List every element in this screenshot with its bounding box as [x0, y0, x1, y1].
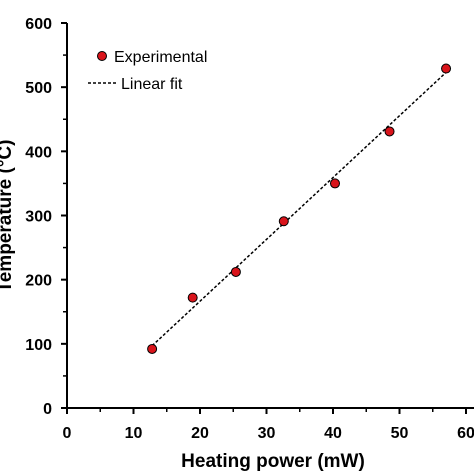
data-point: [230, 266, 241, 277]
y-tick-label: 500: [25, 80, 52, 97]
data-point: [187, 292, 198, 303]
x-axis-title: Heating power (mW): [181, 451, 365, 472]
axes: 0 10 20 30 40 50 60 0 100 200 300 400 500 600: [25, 16, 474, 442]
y-tick-label: 200: [25, 273, 52, 290]
data-point: [384, 126, 395, 137]
fit-line-layer: [151, 71, 447, 347]
points-layer: [147, 63, 452, 354]
x-tick-label: 30: [258, 425, 276, 442]
x-tick-label: 60: [457, 425, 474, 442]
y-axis-title: Temperature (°C): [0, 140, 16, 293]
legend: Experimental Linear fit: [88, 49, 207, 93]
y-tick-label: 300: [25, 209, 52, 226]
y-tick-label: 0: [43, 401, 52, 418]
y-tick-label: 100: [25, 337, 52, 354]
data-point: [441, 63, 452, 74]
legend-marker-experimental: [97, 51, 107, 61]
legend-label-linear-fit: Linear fit: [121, 76, 183, 93]
legend-label-experimental: Experimental: [114, 49, 207, 66]
x-tick-label: 40: [324, 425, 342, 442]
x-ticks: 0 10 20 30 40 50 60: [63, 408, 474, 442]
y-ticks: 0 100 200 300 400 500 600: [25, 16, 67, 418]
data-point: [278, 216, 289, 227]
data-point: [329, 178, 340, 189]
y-tick-label: 600: [25, 16, 52, 33]
x-tick-label: 0: [63, 425, 72, 442]
data-point: [147, 343, 158, 354]
x-tick-label: 20: [191, 425, 209, 442]
y-tick-label: 400: [25, 144, 52, 161]
x-tick-label: 50: [391, 425, 409, 442]
linear-fit-line: [151, 71, 447, 347]
x-tick-label: 10: [125, 425, 143, 442]
